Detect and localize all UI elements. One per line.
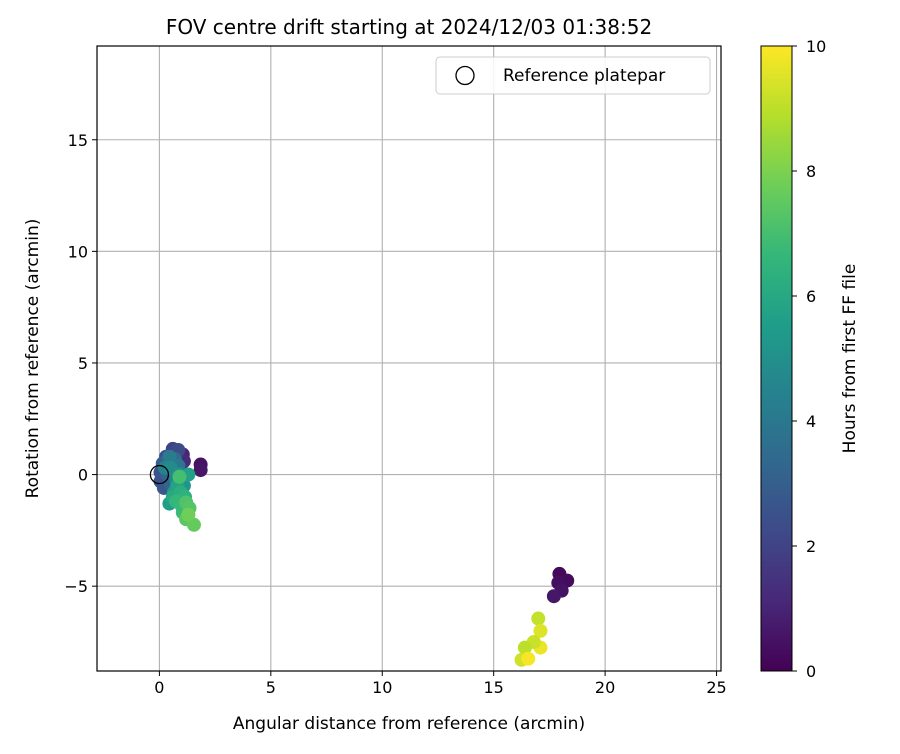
- colorbar-ticks: 0 2 4 6 8 10: [792, 37, 826, 681]
- x-tick-label: 20: [595, 678, 615, 697]
- x-tick-label: 10: [372, 678, 392, 697]
- legend-box: [435, 56, 711, 95]
- data-point: [531, 611, 546, 626]
- colorbar-tick-label: 6: [806, 287, 816, 306]
- colorbar-label: Hours from first FF file: [840, 264, 860, 454]
- legend-marker-reference: [455, 65, 475, 86]
- chart-title: FOV centre drift starting at 2024/12/03 …: [166, 15, 652, 39]
- grid-lines: [97, 46, 721, 671]
- data-point: [521, 651, 536, 666]
- colorbar-tick-label: 8: [806, 162, 816, 181]
- legend-label-reference: Reference platepar: [503, 66, 665, 86]
- reference-marker-layer: [149, 464, 170, 485]
- y-tick-label: 15: [68, 131, 88, 150]
- data-point: [193, 463, 208, 478]
- data-point: [546, 589, 561, 604]
- x-tick-label: 15: [484, 678, 504, 697]
- y-tick-label: 5: [78, 354, 88, 373]
- data-points: [153, 441, 575, 667]
- reference-platepar-marker: [149, 464, 170, 485]
- data-point: [172, 469, 187, 484]
- colorbar-tick-label: 4: [806, 412, 816, 431]
- colorbar-tick-label: 2: [806, 537, 816, 556]
- colorbar-tick-label: 10: [806, 37, 826, 56]
- y-tick-label: 0: [78, 466, 88, 485]
- data-point: [181, 507, 196, 522]
- x-axis-label: Angular distance from reference (arcmin): [233, 714, 585, 734]
- y-axis-label: Rotation from reference (arcmin): [23, 219, 43, 499]
- x-tick-label: 0: [154, 678, 164, 697]
- y-tick-label: 10: [68, 242, 88, 261]
- data-point: [517, 640, 532, 655]
- x-tick-label: 25: [706, 678, 726, 697]
- plot-frame: [96, 45, 722, 672]
- data-point: [162, 449, 177, 464]
- colorbar: 0 2 4 6 8 10 Hours from first FF file: [760, 37, 860, 681]
- legend: Reference platepar: [435, 56, 711, 95]
- y-tick-label: −5: [64, 577, 88, 596]
- x-axis-ticks: 0 5 10 15 20 25: [154, 671, 727, 697]
- x-tick-label: 5: [266, 678, 276, 697]
- y-axis-ticks: −5 0 5 10 15: [64, 131, 97, 596]
- colorbar-gradient: [760, 45, 793, 672]
- data-point: [533, 623, 548, 638]
- colorbar-tick-label: 0: [806, 662, 816, 681]
